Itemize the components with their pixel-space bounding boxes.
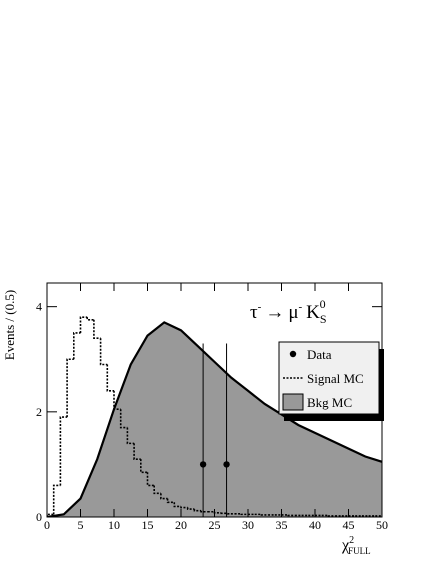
signal-bin xyxy=(287,514,295,517)
annotation: τ- → μ- KS0 xyxy=(250,297,327,326)
data-point xyxy=(223,461,230,468)
x-axis-label: χ2 FULL xyxy=(341,535,371,556)
annotation-part: 0 xyxy=(320,297,326,311)
legend-label: Bkg MC xyxy=(307,395,352,410)
legend-marker xyxy=(289,350,297,358)
signal-bin xyxy=(126,427,135,445)
y-tick-label: 4 xyxy=(36,300,42,314)
annotation-part: → xyxy=(265,302,284,323)
x-tick-label: 30 xyxy=(242,518,254,532)
annotation-part: S xyxy=(320,312,327,326)
signal-bin xyxy=(133,443,141,460)
y-tick-label: 2 xyxy=(36,405,42,419)
signal-bin xyxy=(93,319,101,340)
signal-bin xyxy=(173,502,181,508)
x-tick-label: 45 xyxy=(343,518,355,532)
signal-bin xyxy=(327,515,336,517)
y-tick-label: 0 xyxy=(36,510,42,524)
signal-bin xyxy=(73,332,81,360)
annotation-part: - xyxy=(299,301,303,313)
x-tick-label: 15 xyxy=(142,518,154,532)
signal-bin xyxy=(47,513,54,517)
signal-bin xyxy=(113,390,121,411)
x-tick-label: 20 xyxy=(175,518,187,532)
legend-label: Signal MC xyxy=(307,371,364,386)
x-tick-label: 25 xyxy=(209,518,221,532)
x-tick-label: 50 xyxy=(376,518,388,532)
bkg-area xyxy=(47,322,382,517)
signal-bin xyxy=(86,317,94,321)
signal-bin xyxy=(166,498,175,504)
signal-bin xyxy=(153,485,161,495)
signal-bin xyxy=(140,459,148,474)
signal-bin xyxy=(59,416,68,486)
signal-bin xyxy=(146,472,155,487)
x-label-part: χ xyxy=(341,537,350,554)
signal-bin xyxy=(186,507,195,510)
signal-bin xyxy=(227,513,235,515)
annotation-part: K xyxy=(306,302,320,323)
signal-bin xyxy=(180,506,188,509)
annotation-part: τ xyxy=(250,302,258,323)
signal-bin xyxy=(119,409,128,429)
signal-bin xyxy=(99,338,108,366)
x-tick-label: 5 xyxy=(78,518,84,532)
x-tick-label: 10 xyxy=(108,518,120,532)
x-tick-label: 35 xyxy=(276,518,288,532)
plot-area xyxy=(47,316,382,517)
signal-bin xyxy=(52,484,61,515)
legend-label: Data xyxy=(307,347,332,362)
signal-bin xyxy=(220,512,228,515)
x-label-part: FULL xyxy=(348,546,371,556)
signal-bin xyxy=(193,509,202,512)
signal-bin xyxy=(160,493,168,500)
signal-bin xyxy=(240,513,248,516)
x-tick-label: 0 xyxy=(44,518,50,532)
signal-bin xyxy=(260,514,269,516)
annotation-part: - xyxy=(258,301,262,313)
legend-marker xyxy=(282,393,304,411)
annotation-part: μ xyxy=(288,302,298,323)
y-axis-label: Events / (0.5) xyxy=(2,290,17,360)
signal-bin xyxy=(79,316,88,333)
signal-bin xyxy=(66,358,74,418)
bkg-line xyxy=(47,321,382,517)
signal-bin xyxy=(106,364,114,392)
data-point xyxy=(199,461,207,468)
x-tick-label: 40 xyxy=(309,518,321,532)
signal-bin xyxy=(200,510,208,513)
x-label-part: 2 xyxy=(349,535,354,546)
